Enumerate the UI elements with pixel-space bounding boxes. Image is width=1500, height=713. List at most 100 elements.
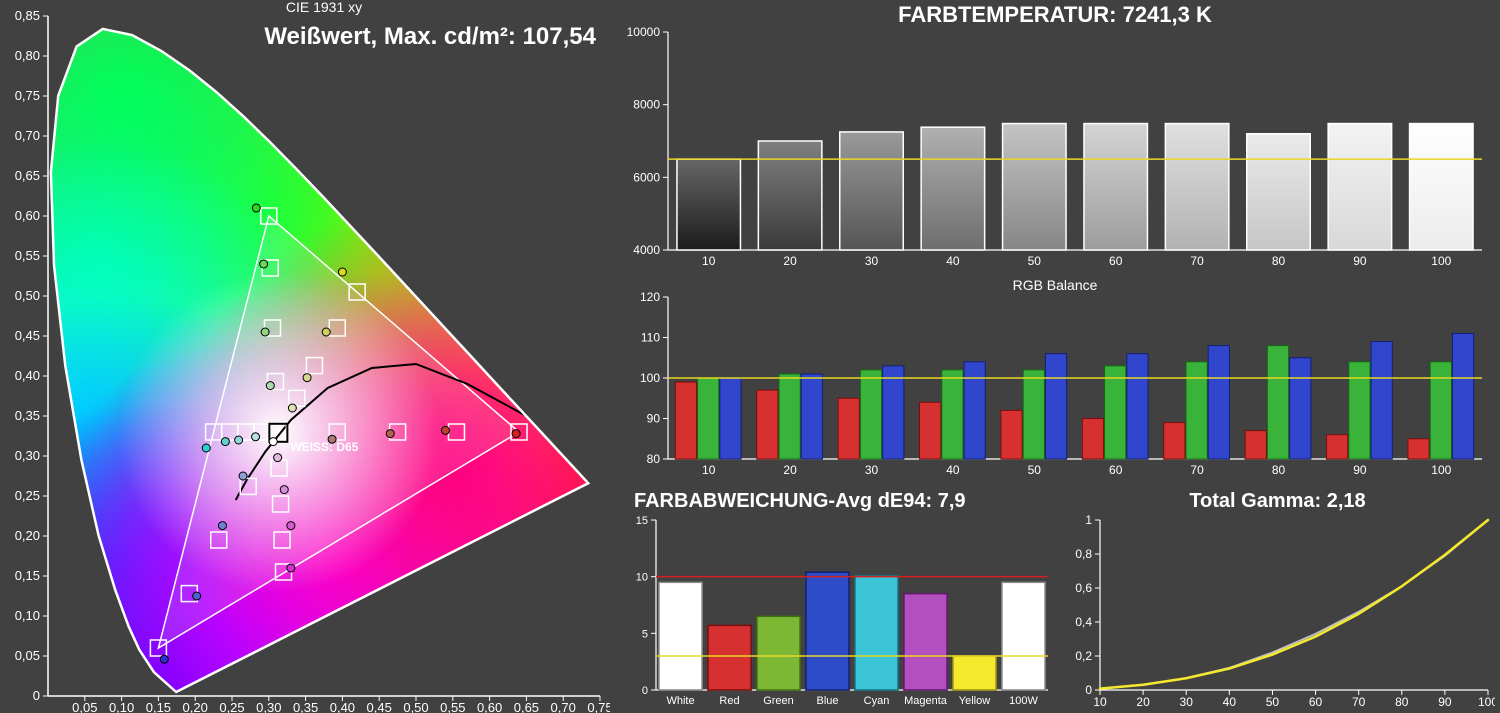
color-deviation-chart: 051015WhiteRedGreenBlueCyanMagentaYellow… xyxy=(620,490,1055,708)
svg-text:CIE 1931 xy: CIE 1931 xy xyxy=(286,0,362,15)
svg-text:40: 40 xyxy=(1223,695,1237,708)
svg-text:0,05: 0,05 xyxy=(15,648,40,663)
svg-text:10: 10 xyxy=(1093,695,1107,708)
svg-text:0,8: 0,8 xyxy=(1075,547,1092,561)
svg-text:10000: 10000 xyxy=(627,25,661,39)
svg-text:White: White xyxy=(666,695,694,707)
svg-text:Cyan: Cyan xyxy=(864,695,890,707)
svg-text:0,30: 0,30 xyxy=(15,448,40,463)
svg-text:120: 120 xyxy=(640,290,660,304)
svg-text:50: 50 xyxy=(1028,463,1042,475)
svg-text:0,05: 0,05 xyxy=(72,700,97,713)
svg-text:Red: Red xyxy=(719,695,739,707)
svg-text:0,15: 0,15 xyxy=(15,568,40,583)
svg-text:100: 100 xyxy=(1478,695,1495,708)
svg-text:Weißwert, Max. cd/m²: 107,54: Weißwert, Max. cd/m²: 107,54 xyxy=(264,23,596,50)
svg-text:0,25: 0,25 xyxy=(15,488,40,503)
svg-text:0,15: 0,15 xyxy=(146,700,171,713)
svg-text:0,25: 0,25 xyxy=(219,700,244,713)
svg-text:Yellow: Yellow xyxy=(959,695,990,707)
svg-text:70: 70 xyxy=(1190,463,1204,475)
svg-text:0,40: 0,40 xyxy=(15,368,40,383)
svg-text:0: 0 xyxy=(33,688,40,703)
svg-text:10: 10 xyxy=(636,572,648,584)
svg-text:30: 30 xyxy=(1180,695,1194,708)
svg-text:90: 90 xyxy=(647,412,661,426)
svg-text:8000: 8000 xyxy=(633,98,660,112)
svg-text:0,85: 0,85 xyxy=(15,8,40,23)
svg-text:80: 80 xyxy=(647,452,661,466)
svg-text:0,65: 0,65 xyxy=(15,168,40,183)
svg-text:90: 90 xyxy=(1438,695,1452,708)
svg-text:0,70: 0,70 xyxy=(15,128,40,143)
svg-text:100: 100 xyxy=(1431,463,1451,475)
svg-text:1: 1 xyxy=(1085,513,1092,527)
svg-text:80: 80 xyxy=(1395,695,1409,708)
color-deviation-panel: FARBABWEICHUNG-Avg dE94: 7,9 051015White… xyxy=(620,490,1055,708)
svg-text:0,10: 0,10 xyxy=(15,608,40,623)
svg-text:6000: 6000 xyxy=(633,170,660,184)
svg-text:90: 90 xyxy=(1353,463,1367,475)
svg-text:30: 30 xyxy=(865,254,879,266)
svg-text:70: 70 xyxy=(1352,695,1366,708)
svg-text:0,80: 0,80 xyxy=(15,48,40,63)
svg-text:20: 20 xyxy=(1136,695,1150,708)
svg-text:5: 5 xyxy=(642,628,648,640)
cie-1931-chart: 0,05 0,10 0,15 0,20 0,25 0,30 0,35 0,40 0,45 0,50… xyxy=(0,0,610,713)
rgb-balance-chart: 80 90 100 110 120 10 20 30 40 50 60 70 80 90 100 xyxy=(620,275,1490,475)
svg-text:0,55: 0,55 xyxy=(15,248,40,263)
svg-text:0,50: 0,50 xyxy=(403,700,428,713)
svg-text:0,60: 0,60 xyxy=(15,208,40,223)
svg-text:40: 40 xyxy=(946,254,960,266)
svg-text:40: 40 xyxy=(946,463,960,475)
svg-text:30: 30 xyxy=(865,463,879,475)
svg-text:0,75: 0,75 xyxy=(15,88,40,103)
svg-text:0,35: 0,35 xyxy=(293,700,318,713)
svg-text:0,40: 0,40 xyxy=(330,700,355,713)
svg-text:0,45: 0,45 xyxy=(367,700,392,713)
svg-text:60: 60 xyxy=(1109,463,1123,475)
svg-text:100W: 100W xyxy=(1009,695,1038,707)
svg-text:WEISS: D65: WEISS: D65 xyxy=(290,440,358,454)
svg-text:100: 100 xyxy=(1431,254,1451,266)
svg-text:0,55: 0,55 xyxy=(440,700,465,713)
svg-text:0,20: 0,20 xyxy=(183,700,208,713)
svg-text:50: 50 xyxy=(1028,254,1042,266)
color-temperature-panel: FARBTEMPERATUR: 7241,3 K 400060008000100… xyxy=(620,0,1490,266)
svg-text:0,6: 0,6 xyxy=(1075,581,1092,595)
svg-text:0,75: 0,75 xyxy=(587,700,610,713)
svg-text:0,2: 0,2 xyxy=(1075,649,1092,663)
svg-text:70: 70 xyxy=(1190,254,1204,266)
svg-text:60: 60 xyxy=(1309,695,1323,708)
svg-text:0,70: 0,70 xyxy=(551,700,576,713)
gamma-panel: Total Gamma: 2,18 00,20,40,60,8110203040… xyxy=(1060,490,1495,708)
svg-text:80: 80 xyxy=(1272,463,1286,475)
svg-text:0,20: 0,20 xyxy=(15,528,40,543)
svg-text:10: 10 xyxy=(702,254,716,266)
svg-text:0: 0 xyxy=(1085,683,1092,697)
cie-1931-panel: 0,05 0,10 0,15 0,20 0,25 0,30 0,35 0,40 0,45 0,50… xyxy=(0,0,610,713)
color-temperature-chart: 40006000800010000102030405060708090100 xyxy=(620,0,1490,266)
rgb-balance-panel: RGB Balance 8090100110120102030405060708… xyxy=(620,275,1490,475)
svg-text:80: 80 xyxy=(1272,254,1286,266)
svg-text:0,30: 0,30 xyxy=(256,700,281,713)
gamma-chart: 0 0,2 0,4 0,6 0,8 1 10 20 30 40 50 60 70 80 90 100 xyxy=(1060,490,1495,708)
svg-text:50: 50 xyxy=(1266,695,1280,708)
svg-text:Green: Green xyxy=(763,695,794,707)
calibration-dashboard: 0,050,100,150,200,250,300,350,400,450,50… xyxy=(0,0,1500,713)
svg-text:0,10: 0,10 xyxy=(109,700,134,713)
svg-text:Magenta: Magenta xyxy=(904,695,948,707)
svg-text:10: 10 xyxy=(702,463,716,475)
svg-text:0,65: 0,65 xyxy=(514,700,539,713)
svg-text:20: 20 xyxy=(783,463,797,475)
svg-text:0,50: 0,50 xyxy=(15,288,40,303)
svg-text:60: 60 xyxy=(1109,254,1123,266)
svg-text:0,4: 0,4 xyxy=(1075,615,1092,629)
svg-text:4000: 4000 xyxy=(633,243,660,257)
svg-text:90: 90 xyxy=(1353,254,1367,266)
svg-text:100: 100 xyxy=(640,371,660,385)
svg-text:0,45: 0,45 xyxy=(15,328,40,343)
svg-text:0: 0 xyxy=(642,685,648,697)
svg-text:0,35: 0,35 xyxy=(15,408,40,423)
svg-text:110: 110 xyxy=(641,331,660,345)
